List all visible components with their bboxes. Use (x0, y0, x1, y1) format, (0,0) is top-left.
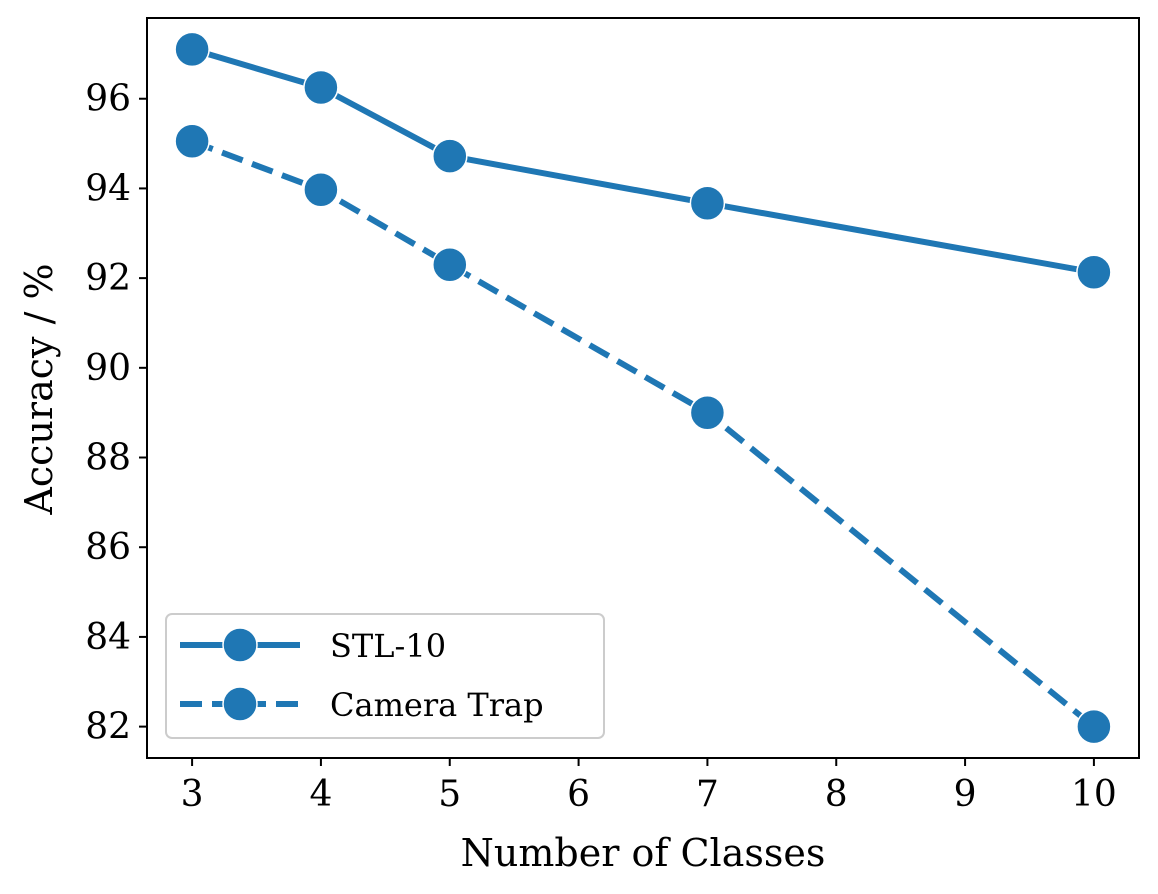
x-tick-label-5: 5 (438, 774, 461, 815)
legend-label-camera-trap: Camera Trap (330, 686, 544, 724)
x-tick-label-4: 4 (309, 774, 332, 815)
y-tick-label-92: 92 (85, 258, 131, 299)
y-tick-label-82: 82 (85, 707, 131, 748)
data-point-stl-10-10 (1076, 254, 1112, 291)
y-axis-title: Accuracy / % (17, 263, 61, 515)
plot-area (174, 31, 1112, 745)
data-point-stl-10-7 (689, 185, 726, 221)
x-tick-label-10: 10 (1071, 774, 1117, 815)
y-tick-label-94: 94 (85, 168, 131, 209)
legend-marker-camera-trap (222, 686, 258, 722)
data-point-stl-10-4 (303, 69, 339, 106)
x-tick-label-8: 8 (825, 774, 848, 815)
x-tick-label-7: 7 (696, 774, 719, 815)
y-tick-label-96: 96 (85, 79, 131, 120)
y-tick-label-88: 88 (85, 438, 131, 479)
y-tick-label-90: 90 (85, 348, 131, 389)
legend-marker-stl-10 (222, 627, 258, 663)
series-line-camera-trap (191, 138, 1096, 729)
axes: 3 4 5 6 7 8 9 10 82 84 86 88 90 92 94 96 (85, 17, 1140, 815)
x-tick-label-9: 9 (954, 774, 977, 815)
x-axis-title: Number of Classes (461, 831, 826, 875)
data-point-camera-trap-7 (689, 394, 726, 431)
legend: STL-10 Camera Trap (165, 613, 605, 739)
data-point-stl-10-5 (432, 138, 468, 174)
y-tick-label-86: 86 (85, 527, 131, 568)
y-tick-label-84: 84 (85, 617, 131, 658)
data-point-camera-trap-3 (174, 123, 210, 160)
x-tick-label-3: 3 (181, 774, 204, 815)
x-tick-label-6: 6 (567, 774, 590, 815)
data-point-camera-trap-5 (432, 246, 468, 283)
data-point-camera-trap-10 (1076, 708, 1112, 745)
axes-frame (146, 17, 1140, 759)
data-point-camera-trap-4 (303, 172, 339, 208)
legend-label-stl-10: STL-10 (330, 627, 446, 665)
data-point-stl-10-3 (174, 31, 210, 68)
